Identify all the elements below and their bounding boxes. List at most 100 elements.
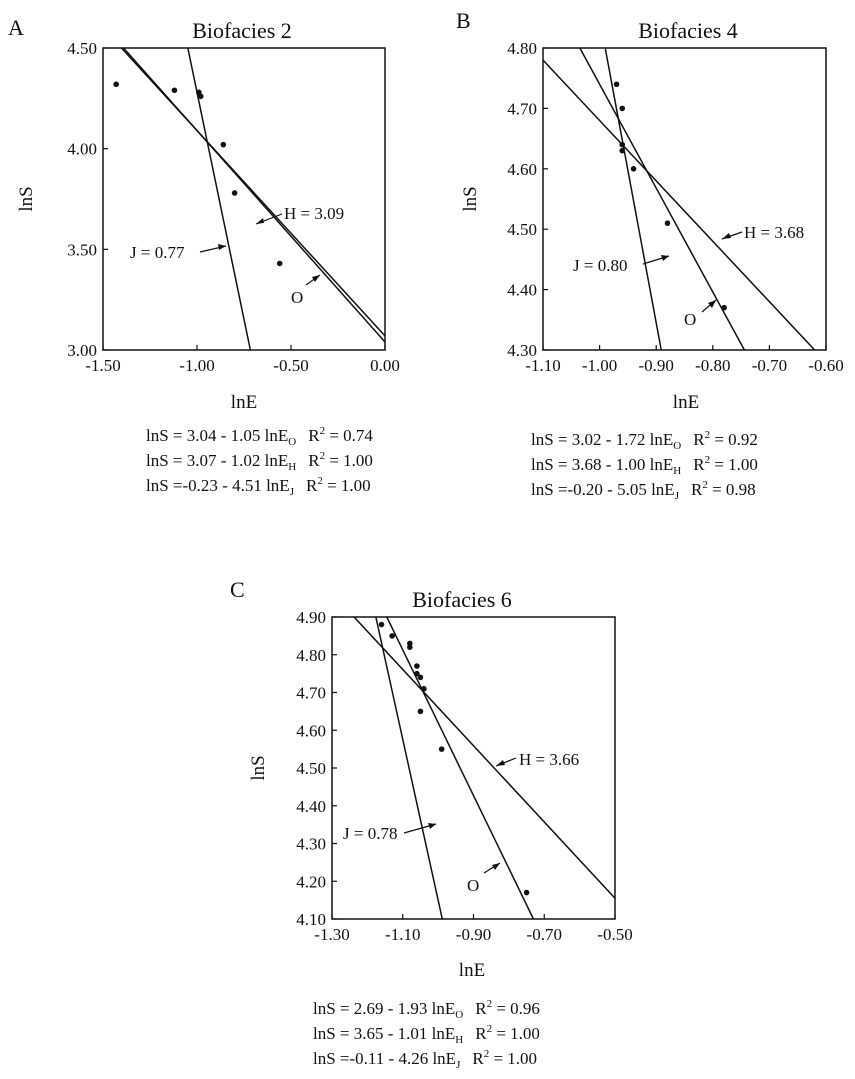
y-tick-label-c: 4.10 [296, 910, 326, 929]
data-point-a [113, 81, 119, 88]
ticks-c: -1.30 -1.10 -0.90 -0.70 -0.50 4.10 4.20 4.30 4.4… [296, 608, 632, 944]
annotation-j-label-b: J = 0.80 [573, 256, 627, 275]
data-point-a [220, 141, 227, 148]
annotation-j-label-c: J = 0.78 [343, 824, 397, 843]
panel-a: A Biofacies 2 -1.50 -1.00 -0.50 0.00 3.00 3.5… [8, 15, 400, 498]
y-axis-label-b: lnS [460, 186, 481, 211]
data-point-b [630, 166, 637, 172]
y-axis-label-a: lnS [16, 186, 37, 211]
data-point-b [619, 141, 626, 148]
data-point-b [613, 81, 620, 88]
y-tick-label-c: 4.20 [296, 872, 326, 891]
annotation-o-label-b: O [684, 310, 696, 329]
annotation-o-a: O [291, 274, 321, 307]
data-point-c [421, 685, 427, 692]
regression-lines-b [542, 47, 816, 351]
x-axis-label-c: lnE [459, 960, 485, 981]
data-point-c [414, 663, 420, 669]
data-points-c [378, 621, 530, 896]
x-tick-label-c: -1.30 [314, 925, 349, 944]
data-point-c [417, 674, 424, 681]
y-tick-label-a: 4.50 [67, 39, 97, 58]
annotation-j-a: J = 0.77 [130, 243, 227, 262]
y-tick-label-c: 4.60 [296, 721, 326, 740]
x-tick-label-b: -0.90 [638, 356, 673, 375]
data-points-b [613, 81, 727, 311]
y-tick-label-b: 4.50 [507, 220, 537, 239]
annotation-o-label-a: O [291, 288, 303, 307]
annotation-o-label-c: O [467, 876, 479, 895]
data-point-a [231, 190, 238, 196]
annotation-h-label-b: H = 3.68 [744, 223, 804, 242]
x-tick-label-b: -1.00 [582, 356, 617, 375]
x-tick-label-a: -1.50 [85, 356, 120, 375]
data-point-a [171, 87, 178, 94]
annotation-h-b: H = 3.68 [721, 223, 804, 242]
chart-title-c: Biofacies 6 [412, 587, 512, 612]
regression-equation-b: lnS =-0.20 - 5.05 lnEJ R2 = 0.98 [531, 479, 756, 502]
data-point-c [414, 670, 420, 677]
panel-letter-b: B [456, 8, 471, 33]
x-tick-label-b: -1.10 [525, 356, 560, 375]
panel-c: C Biofacies 6 -1.30 -1.10 -0.90 -0.70 -0.50 4… [230, 577, 633, 1071]
annotation-j-b: J = 0.80 [573, 255, 670, 275]
regression-line-h-c [353, 616, 616, 899]
y-tick-label-c: 4.80 [296, 646, 326, 665]
regression-line-j-c [375, 616, 444, 920]
y-tick-label-b: 4.60 [507, 160, 537, 179]
x-axis-label-a: lnE [231, 392, 257, 413]
y-tick-label-b: 4.40 [507, 281, 537, 300]
y-tick-label-c: 4.40 [296, 797, 326, 816]
plot-frame-b [542, 47, 827, 351]
y-tick-label-c: 4.90 [296, 608, 326, 627]
data-point-c [389, 633, 395, 639]
annotation-h-label-a: H = 3.09 [284, 204, 344, 223]
y-tick-label-a: 4.00 [67, 140, 97, 159]
data-point-c [378, 621, 385, 628]
regression-equation-a: lnS = 3.04 - 1.05 lnEO R2 = 0.74 [146, 425, 373, 448]
x-tick-label-b: -0.80 [695, 356, 730, 375]
x-tick-label-a: 0.00 [370, 356, 400, 375]
regression-equation-c: lnS = 2.69 - 1.93 lnEO R2 = 0.96 [313, 998, 540, 1021]
regression-line-h-a [120, 47, 386, 337]
annotation-o-c: O [467, 862, 501, 895]
data-point-c [438, 746, 445, 752]
data-point-c [407, 644, 413, 650]
data-point-c [523, 889, 530, 896]
annotation-h-a: H = 3.09 [255, 204, 344, 225]
ticks-a: -1.50 -1.00 -0.50 0.00 3.00 3.50 4.00 4.50 [67, 39, 400, 375]
regression-equation-a: lnS = 3.07 - 1.02 lnEH R2 = 1.00 [146, 450, 373, 473]
ticks-b: -1.10 -1.00 -0.90 -0.80 -0.70 -0.60 4.30 4.40 4.… [507, 39, 843, 375]
chart-title-a: Biofacies 2 [192, 18, 292, 43]
panel-letter-a: A [8, 15, 24, 40]
panel-b: B Biofacies 4 -1.10 -1.00 -0.90 -0.80 -0.70-… [456, 8, 844, 502]
data-point-b [664, 220, 671, 226]
regression-line-j-b [604, 47, 662, 351]
x-tick-label-a: -1.00 [179, 356, 214, 375]
x-tick-label-c: -1.10 [385, 925, 420, 944]
y-axis-label-c: lnS [248, 755, 269, 780]
regression-equation-b: lnS = 3.68 - 1.00 lnEH R2 = 1.00 [531, 454, 758, 477]
regression-equation-b: lnS = 3.02 - 1.72 lnEO R2 = 0.92 [531, 429, 758, 452]
y-tick-label-a: 3.00 [67, 341, 97, 360]
y-tick-label-c: 4.50 [296, 759, 326, 778]
regression-equation-c: lnS =-0.11 - 4.26 lnEJ R2 = 1.00 [313, 1048, 537, 1071]
annotation-h-c: H = 3.66 [495, 750, 579, 769]
y-tick-label-a: 3.50 [67, 240, 97, 259]
x-axis-label-b: lnE [673, 392, 699, 413]
regression-line-j-a [187, 47, 252, 351]
data-point-b [619, 105, 626, 112]
regression-line-o-b [579, 47, 746, 351]
annotation-j-label-a: J = 0.77 [130, 243, 185, 262]
x-tick-label-c: -0.90 [456, 925, 491, 944]
regression-equation-a: lnS =-0.23 - 4.51 lnEJ R2 = 1.00 [146, 475, 371, 498]
data-point-a [276, 260, 283, 267]
regression-lines-c [353, 616, 616, 920]
y-tick-label-c: 4.70 [296, 684, 326, 703]
data-point-c [417, 708, 424, 715]
x-tick-label-c: -0.70 [527, 925, 562, 944]
